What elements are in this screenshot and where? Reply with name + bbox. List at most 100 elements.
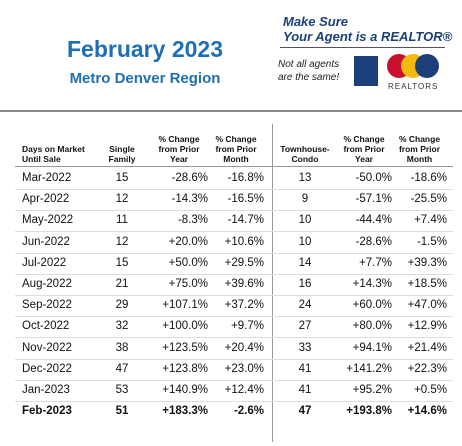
row-label: Dec-2022: [22, 362, 72, 375]
cell: +141.2%: [346, 362, 392, 375]
cell: 11: [116, 214, 128, 227]
cell: 47: [298, 405, 312, 418]
cell: +75.0%: [168, 278, 208, 290]
ad-line: Make Sure: [283, 14, 349, 29]
cell: 13: [298, 172, 312, 184]
cell: +9.7%: [231, 320, 264, 333]
row-line: [15, 379, 453, 381]
cell: 29: [115, 299, 129, 312]
cell: 51: [115, 405, 129, 418]
cell: +47.0%: [407, 299, 447, 312]
cell: 9: [301, 193, 309, 206]
cell: 14: [298, 256, 312, 269]
tagline: are the same!: [278, 72, 340, 83]
cell: +21.4%: [407, 341, 447, 354]
cell: +39.3%: [407, 256, 447, 269]
cell: 24: [298, 299, 312, 312]
divider: [280, 47, 445, 48]
cell: -2.6%: [233, 405, 264, 418]
cell: 15: [115, 172, 129, 184]
column-header: % Change from Prior Month: [215, 134, 257, 164]
cell: +29.5%: [224, 256, 264, 269]
cell: -8.3%: [177, 214, 208, 227]
row-label: Mar-2022: [22, 172, 72, 184]
cell: -50.0%: [355, 172, 392, 184]
cell: +123.8%: [162, 362, 208, 375]
cell: 27: [298, 320, 312, 333]
row-line: [15, 401, 453, 402]
row-label: Nov-2022: [22, 341, 72, 354]
cell: +10.6%: [224, 235, 264, 248]
cell: +60.0%: [352, 299, 392, 312]
rule: [0, 110, 462, 112]
cell: +7.4%: [414, 214, 447, 227]
cell: -14.7%: [227, 214, 264, 227]
cell: 10: [298, 214, 312, 227]
cell: +107.1%: [162, 299, 208, 312]
realtor-logo: [354, 56, 378, 86]
column-header: % Change from Prior Year: [343, 134, 385, 164]
row-line: [15, 210, 453, 212]
cell: -57.1%: [355, 193, 392, 206]
cell: -16.5%: [227, 193, 264, 206]
column-header: Townhouse-Condo: [280, 144, 330, 164]
row-line: [15, 295, 453, 296]
row-label: May-2022: [22, 214, 74, 227]
cell: +39.6%: [224, 278, 264, 290]
cell: -14.3%: [171, 193, 208, 206]
cell: 15: [115, 256, 129, 269]
cell: 21: [115, 278, 129, 290]
cell: +183.3%: [162, 405, 208, 418]
column-separator: [272, 124, 273, 442]
row-label: Jan-2023: [22, 384, 70, 396]
column-header: % Change from Prior Month: [398, 134, 441, 164]
cell: -16.8%: [227, 172, 264, 184]
cell: +80.0%: [352, 320, 392, 333]
cell: +123.5%: [162, 341, 208, 354]
row-line: [15, 337, 453, 339]
subtitle: Metro Denver Region: [69, 70, 221, 87]
column-header: % Change from Prior Year: [158, 134, 200, 164]
cell: 47: [115, 362, 129, 375]
cell: +140.9%: [162, 384, 208, 396]
tagline: Not all agents: [278, 59, 340, 70]
cell: -28.6%: [355, 235, 392, 248]
cell: 10: [298, 235, 312, 248]
cell: +0.5%: [414, 384, 447, 396]
row-label: Aug-2022: [22, 278, 72, 290]
cell: 53: [115, 384, 129, 396]
cell: +7.7%: [359, 256, 392, 269]
association-logo: [387, 54, 439, 78]
cell: 41: [298, 384, 312, 396]
row-label: Apr-2022: [22, 193, 70, 206]
cell: -25.5%: [410, 193, 447, 206]
cell: 12: [115, 193, 129, 206]
row-line: [15, 273, 453, 275]
column-header: Days on Market Until Sale: [22, 144, 85, 164]
row-label: Feb-2023: [22, 405, 72, 418]
cell: +94.1%: [352, 341, 392, 354]
cell: +50.0%: [168, 256, 208, 269]
row-line: [15, 231, 453, 233]
row-line: [15, 252, 453, 254]
cell: +12.9%: [407, 320, 447, 333]
cell: +37.2%: [224, 299, 264, 312]
cell: +193.8%: [346, 405, 392, 418]
cell: 38: [115, 341, 129, 354]
row-label: Jun-2022: [22, 235, 70, 248]
cell: -28.6%: [171, 172, 208, 184]
cell: +20.4%: [224, 341, 264, 354]
logo-text: REALTORS: [388, 82, 439, 91]
row-line: [15, 189, 453, 190]
cell: 33: [298, 341, 312, 354]
cell: +95.2%: [352, 384, 392, 396]
cell: +23.0%: [224, 362, 264, 375]
cell: 41: [298, 362, 312, 375]
row-label: Oct-2022: [22, 320, 70, 333]
ad-line: Your Agent is a REALTOR®: [283, 29, 453, 44]
cell: +12.4%: [224, 384, 264, 396]
cell: -1.5%: [416, 235, 447, 248]
title: February 2023: [67, 36, 223, 62]
row-line: [15, 166, 453, 167]
